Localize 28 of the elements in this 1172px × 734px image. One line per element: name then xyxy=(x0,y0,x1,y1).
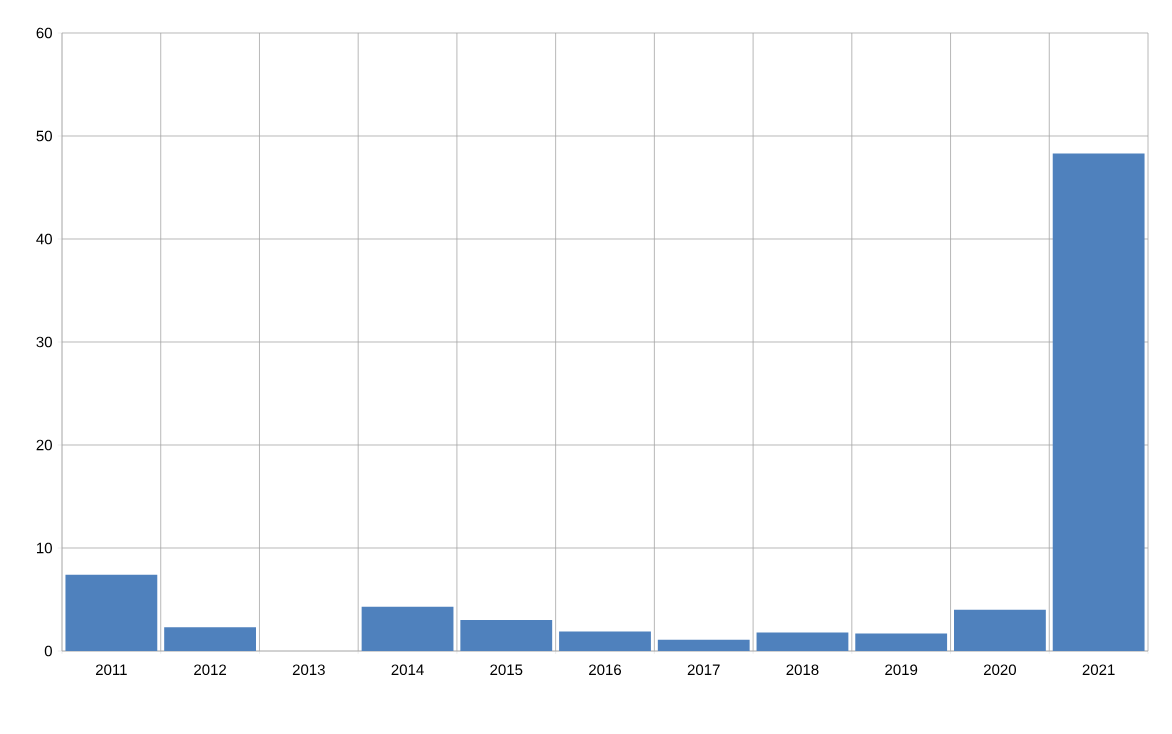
y-tick-label: 60 xyxy=(36,27,52,39)
bar xyxy=(1052,153,1145,651)
x-tick-label: 2018 xyxy=(786,664,819,676)
x-tick-label: 2011 xyxy=(95,664,127,676)
y-tick-label: 30 xyxy=(36,336,52,348)
bar xyxy=(361,606,454,651)
bar xyxy=(460,620,553,651)
bar xyxy=(657,639,750,651)
y-tick-label: 10 xyxy=(37,542,52,554)
bar xyxy=(954,609,1046,651)
x-tick-label: 2019 xyxy=(885,664,918,676)
bar xyxy=(756,632,849,651)
x-tick-label: 2021 xyxy=(1082,664,1115,676)
x-tick-label: 2016 xyxy=(589,664,622,676)
y-tick-label: 50 xyxy=(36,130,52,142)
bar xyxy=(559,631,651,651)
x-tick-label: 2013 xyxy=(292,664,325,676)
x-tick-label: 2014 xyxy=(391,664,424,676)
bar xyxy=(855,633,948,651)
x-tick-label: 2015 xyxy=(490,664,523,676)
y-tick-label: 20 xyxy=(36,439,52,451)
bar xyxy=(164,627,256,651)
y-tick-label: 0 xyxy=(44,645,52,657)
y-tick-label: 40 xyxy=(36,233,52,245)
bar xyxy=(65,574,158,651)
x-tick-label: 2017 xyxy=(687,664,720,676)
x-tick-label: 2020 xyxy=(983,664,1016,676)
x-tick-label: 2012 xyxy=(194,664,227,676)
